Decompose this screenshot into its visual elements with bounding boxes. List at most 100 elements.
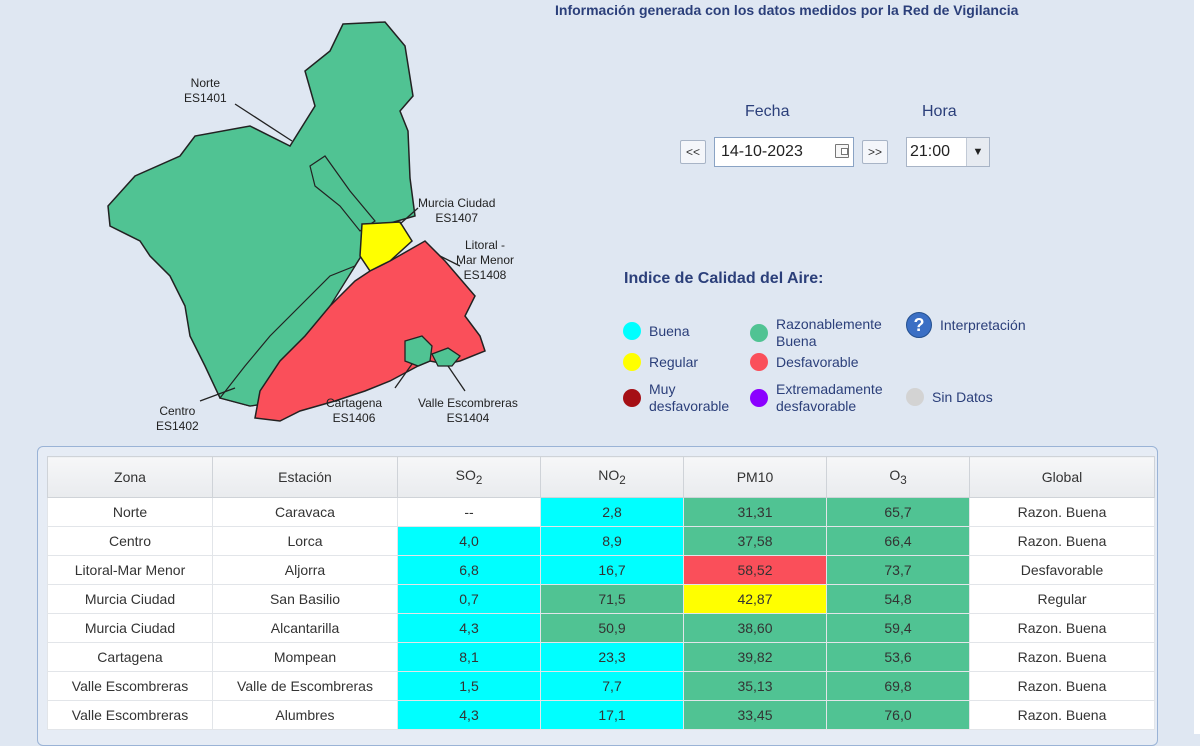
cell-so2: 8,1 — [397, 642, 541, 672]
cell-zona: Murcia Ciudad — [47, 584, 213, 614]
cell-estacion: Lorca — [212, 526, 398, 556]
legend-item-extremadamente-desfavorable: Extremadamente desfavorable — [750, 381, 900, 415]
map-zone-cartagena[interactable] — [404, 335, 433, 367]
cell-estacion: Alcantarilla — [212, 613, 398, 643]
help-icon[interactable]: ? — [906, 312, 932, 338]
map-label-cartagena: Cartagena ES1406 — [326, 396, 383, 425]
cell-o3: 66,4 — [826, 526, 970, 556]
cell-pm10: 37,58 — [683, 526, 827, 556]
leader-murcia — [399, 207, 419, 225]
cell-so2: 0,7 — [397, 584, 541, 614]
leader-valle — [447, 365, 466, 392]
table-row: Litoral-Mar Menor Aljorra 6,8 16,7 58,52… — [47, 555, 1155, 585]
fecha-label: Fecha — [745, 103, 790, 120]
next-day-button[interactable]: >> — [862, 140, 888, 164]
cell-so2: 4,3 — [397, 700, 541, 730]
page-right-border — [1194, 0, 1200, 734]
cell-o3: 54,8 — [826, 584, 970, 614]
cell-pm10: 35,13 — [683, 671, 827, 701]
cell-zona: Valle Escombreras — [47, 700, 213, 730]
col-no2[interactable]: NO2 — [540, 456, 684, 498]
cell-zona: Murcia Ciudad — [47, 613, 213, 643]
cell-global: Razon. Buena — [969, 642, 1155, 672]
legend-dot-extremadamente — [750, 389, 768, 407]
hour-value: 21:00 — [910, 143, 951, 160]
leader-cartagena — [394, 363, 413, 389]
hora-label: Hora — [922, 103, 957, 120]
legend-dot-razonable — [750, 324, 768, 342]
cell-global: Desfavorable — [969, 555, 1155, 585]
chevron-down-icon[interactable]: ▼ — [966, 138, 989, 166]
col-pm10[interactable]: PM10 — [683, 456, 827, 498]
map-zone-litoral[interactable] — [254, 240, 486, 422]
col-so2[interactable]: SO2 — [397, 456, 541, 498]
date-input[interactable]: 14-10-2023 — [714, 137, 854, 167]
table-row: Murcia Ciudad Alcantarilla 4,3 50,9 38,6… — [47, 613, 1155, 643]
cell-no2: 17,1 — [540, 700, 684, 730]
hour-select[interactable]: 21:00 ▼ — [906, 137, 990, 167]
legend-item-buena: Buena — [623, 322, 689, 340]
legend-title: Indice de Calidad del Aire: — [624, 270, 824, 287]
cell-so2: 1,5 — [397, 671, 541, 701]
map-zone-valle-escombreras[interactable] — [431, 347, 461, 367]
legend-dot-muy-desfavorable — [623, 389, 641, 407]
col-o3[interactable]: O3 — [826, 456, 970, 498]
legend-dot-sin-datos — [906, 388, 924, 406]
cell-estacion: Valle de Escombreras — [212, 671, 398, 701]
map-label-litoral: Litoral - Mar Menor ES1408 — [456, 238, 515, 282]
cell-o3: 76,0 — [826, 700, 970, 730]
cell-pm10: 58,52 — [683, 555, 827, 585]
cell-o3: 53,6 — [826, 642, 970, 672]
table-row: Norte Caravaca -- 2,8 31,31 65,7 Razon. … — [47, 497, 1155, 527]
cell-no2: 71,5 — [540, 584, 684, 614]
cell-pm10: 39,82 — [683, 642, 827, 672]
cell-global: Razon. Buena — [969, 526, 1155, 556]
col-global[interactable]: Global — [969, 456, 1155, 498]
leader-litoral — [439, 255, 461, 267]
cell-no2: 8,9 — [540, 526, 684, 556]
cell-no2: 2,8 — [540, 497, 684, 527]
legend-item-regular: Regular — [623, 353, 698, 371]
cell-no2: 23,3 — [540, 642, 684, 672]
legend-dot-buena — [623, 322, 641, 340]
cell-so2: 6,8 — [397, 555, 541, 585]
cell-so2: -- — [397, 497, 541, 527]
cell-pm10: 42,87 — [683, 584, 827, 614]
info-header: Información generada con los datos medid… — [555, 2, 1019, 18]
col-zona[interactable]: Zona — [47, 456, 213, 498]
prev-day-button[interactable]: << — [680, 140, 706, 164]
cell-zona: Centro — [47, 526, 213, 556]
table-row: Valle Escombreras Alumbres 4,3 17,1 33,4… — [47, 700, 1155, 730]
map-label-murcia-ciudad: Murcia Ciudad ES1407 — [418, 196, 496, 225]
cell-global: Razon. Buena — [969, 700, 1155, 730]
cell-pm10: 38,60 — [683, 613, 827, 643]
region-map-svg — [107, 21, 486, 422]
cell-zona: Cartagena — [47, 642, 213, 672]
table-row: Murcia Ciudad San Basilio 0,7 71,5 42,87… — [47, 584, 1155, 614]
air-quality-table: Zona Estación SO2 NO2 PM10 O3 Global Nor… — [47, 456, 1155, 730]
interpretacion-link[interactable]: ? Interpretación — [906, 312, 1026, 338]
legend-dot-regular — [623, 353, 641, 371]
cell-so2: 4,3 — [397, 613, 541, 643]
cell-global: Razon. Buena — [969, 671, 1155, 701]
cell-global: Regular — [969, 584, 1155, 614]
legend-dot-desfavorable — [750, 353, 768, 371]
map-zone-norte-centro[interactable] — [107, 21, 416, 407]
legend-item-desfavorable: Desfavorable — [750, 353, 859, 371]
date-value: 14-10-2023 — [721, 143, 803, 160]
table-row: Valle Escombreras Valle de Escombreras 1… — [47, 671, 1155, 701]
region-map: Norte ES1401 Murcia Ciudad ES1407 Litoral … — [100, 16, 550, 436]
cell-global: Razon. Buena — [969, 497, 1155, 527]
cell-zona: Valle Escombreras — [47, 671, 213, 701]
cell-pm10: 31,31 — [683, 497, 827, 527]
legend-item-sin-datos: Sin Datos — [906, 388, 993, 406]
map-label-norte: Norte ES1401 — [184, 76, 227, 105]
cell-no2: 7,7 — [540, 671, 684, 701]
cell-o3: 73,7 — [826, 555, 970, 585]
cell-estacion: Alumbres — [212, 700, 398, 730]
cell-estacion: Caravaca — [212, 497, 398, 527]
cell-estacion: Aljorra — [212, 555, 398, 585]
calendar-icon[interactable] — [835, 144, 849, 158]
table-header-row: Zona Estación SO2 NO2 PM10 O3 Global — [47, 456, 1155, 498]
col-estacion[interactable]: Estación — [212, 456, 398, 498]
